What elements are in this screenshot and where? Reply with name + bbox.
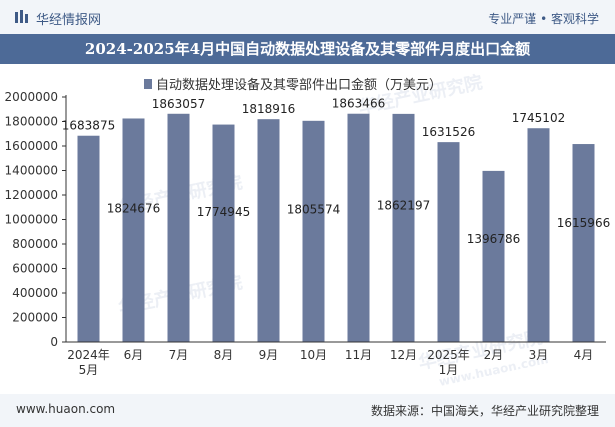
x-tick-label: 8月	[214, 348, 234, 362]
x-tick-label: 9月	[259, 348, 279, 362]
site-url: www.huaon.com	[16, 402, 116, 416]
y-tick-label: 1600000	[5, 139, 58, 153]
bar	[77, 135, 100, 342]
y-tick-label: 0	[50, 335, 58, 349]
data-label: 1824676	[107, 201, 160, 215]
legend: 自动数据处理设备及其零部件出口金额（万美元）	[144, 77, 442, 93]
y-tick-label: 2000000	[5, 90, 58, 104]
data-label: 1396786	[467, 232, 520, 246]
x-tick-label: 6月	[124, 348, 144, 362]
data-label: 1862197	[377, 199, 430, 213]
x-tick-label: 7月	[169, 348, 189, 362]
data-label: 1863466	[332, 97, 385, 111]
x-tick-label: 4月	[574, 348, 594, 362]
bar	[527, 128, 550, 342]
title-band: 2024-2025年4月中国自动数据处理设备及其零部件月度出口金额	[0, 34, 615, 64]
y-tick-label: 200000	[12, 311, 58, 325]
x-tick-label: 2月	[484, 348, 504, 362]
data-labels: 1683875 1824676 1863057 1774945 1818916 18055…	[62, 97, 610, 246]
bar	[482, 170, 505, 342]
bar	[302, 120, 325, 342]
legend-swatch	[144, 79, 152, 89]
y-tick-label: 1200000	[5, 188, 58, 202]
y-axis: 0 200000 400000 600000 800000 1000000 1200000 1…	[5, 90, 67, 349]
bar	[257, 119, 280, 342]
top-bar: 华经情报网 专业严谨 • 客观科学	[0, 0, 615, 34]
bar	[212, 124, 235, 342]
bars	[77, 113, 595, 343]
bar	[347, 113, 370, 342]
bar	[572, 144, 595, 342]
data-label: 1863057	[152, 97, 205, 111]
footer: www.huaon.com 数据来源：中国海关，华经产业研究院整理	[0, 394, 615, 427]
data-label: 1615966	[557, 216, 610, 230]
x-tick-label: 10月	[300, 348, 327, 362]
bar	[392, 113, 415, 343]
data-label: 1745102	[512, 111, 565, 125]
y-tick-label: 1400000	[5, 164, 58, 178]
x-tick-label: 1月	[439, 363, 459, 377]
x-tick-label: 2025年	[427, 348, 470, 362]
huajing-logo-icon	[15, 10, 28, 23]
y-tick-label: 800000	[12, 237, 58, 251]
data-label: 1631526	[422, 125, 475, 139]
bar	[122, 118, 145, 342]
bar-chart: 华经产业研究院 华经产业研究院 华经产业研究院 华经产业研究院 www.huao…	[5, 71, 611, 389]
x-tick-label: 3月	[529, 348, 549, 362]
x-tick-label: 2024年	[67, 348, 110, 362]
data-source: 数据来源：中国海关，华经产业研究院整理	[370, 404, 599, 418]
y-tick-label: 400000	[12, 286, 58, 300]
x-tick-label: 12月	[390, 348, 417, 362]
x-tick-label: 11月	[345, 348, 372, 362]
tagline: 专业严谨 • 客观科学	[488, 12, 599, 26]
bar	[167, 113, 190, 342]
brand-name: 华经情报网	[36, 13, 102, 28]
data-label: 1805574	[287, 203, 340, 217]
bar	[437, 142, 460, 342]
data-label: 1683875	[62, 119, 115, 133]
x-tick-label: 5月	[79, 363, 99, 377]
y-tick-label: 1800000	[5, 115, 58, 129]
legend-label: 自动数据处理设备及其零部件出口金额（万美元）	[156, 77, 442, 93]
data-label: 1818916	[242, 102, 295, 116]
y-tick-label: 1000000	[5, 213, 58, 227]
data-label: 1774945	[197, 205, 250, 219]
chart-title: 2024-2025年4月中国自动数据处理设备及其零部件月度出口金额	[84, 40, 531, 58]
y-tick-label: 600000	[12, 262, 58, 276]
